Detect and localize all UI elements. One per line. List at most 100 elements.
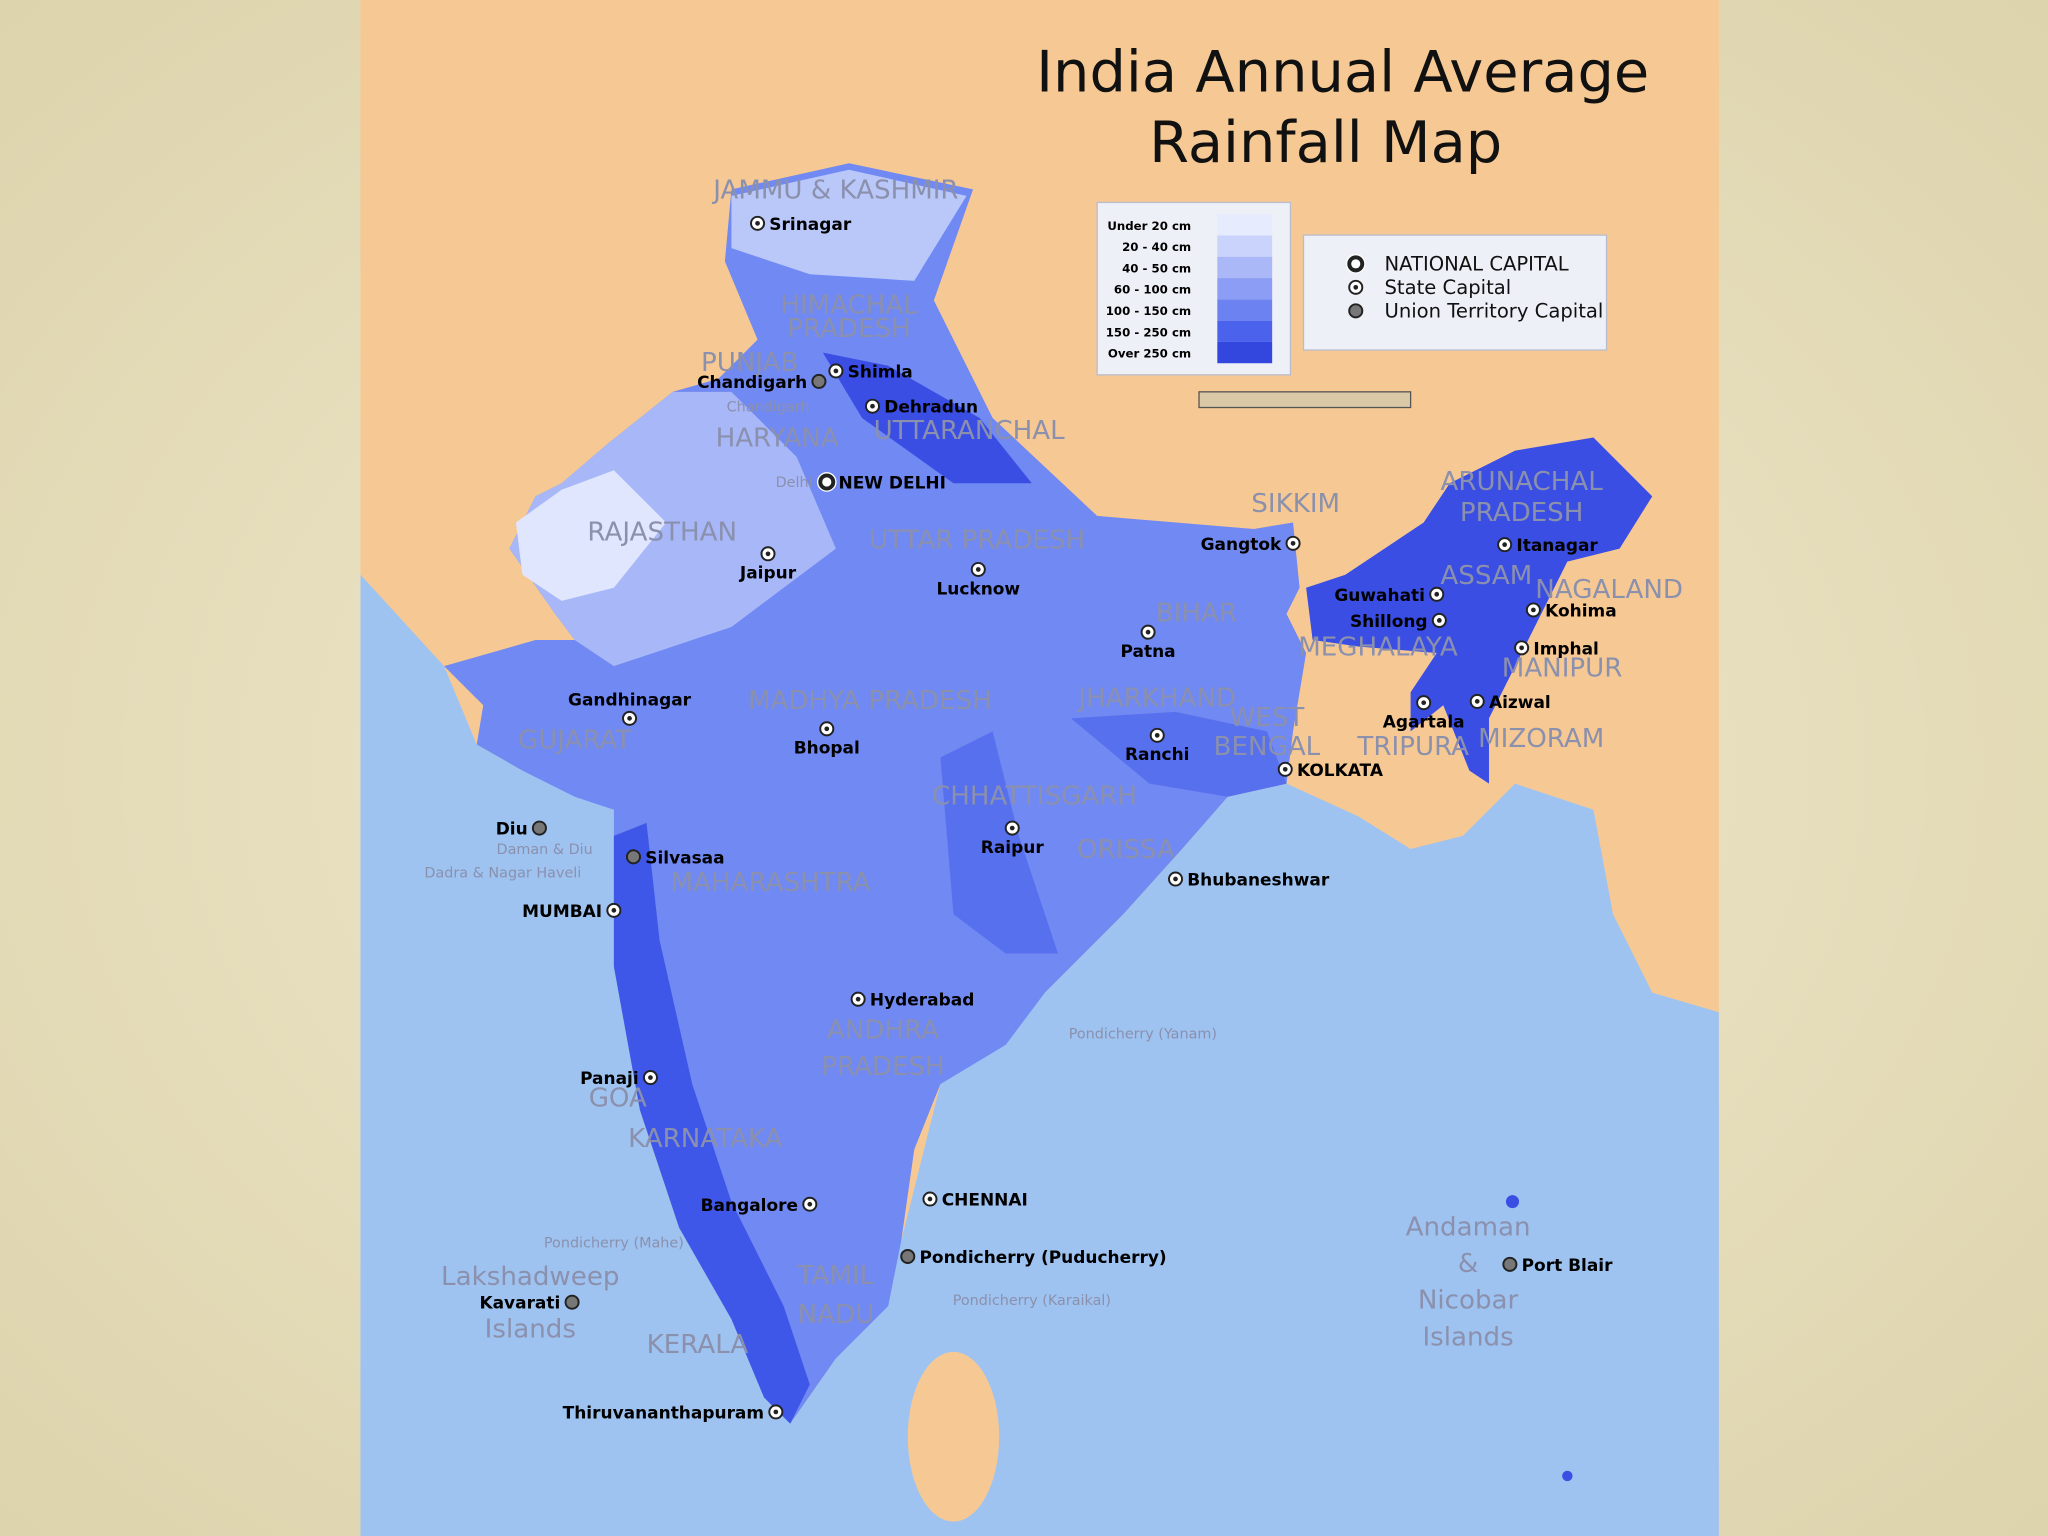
region-label: UTTARANCHAL [874, 416, 1066, 446]
region-label-line: ANDHRA [827, 1015, 939, 1045]
city-label: Bhubaneshwar [1187, 871, 1330, 891]
city-label: Bangalore [701, 1196, 798, 1216]
state-capital-symbol [975, 567, 981, 572]
legend-swatch [1217, 320, 1273, 342]
region-label: RAJASTHAN [587, 518, 737, 548]
ut-capital-symbol [811, 373, 827, 389]
legend-label: Under 20 cm [1107, 219, 1191, 233]
state-capital-symbol [1353, 284, 1359, 290]
region-label-line: Islands [1422, 1322, 1513, 1352]
region-label-line: Pondicherry (Yanam) [1069, 1026, 1217, 1042]
himalaya-wet [822, 352, 1032, 484]
city-label: Aizwal [1489, 693, 1551, 713]
region-label: Pondicherry (Mahe) [544, 1235, 684, 1251]
region-label-line: PRADESH [821, 1052, 945, 1082]
city-label: Shillong [1350, 612, 1428, 632]
state-capital-symbol [927, 1196, 933, 1202]
region-label: ARUNACHAL PRADESH [1440, 467, 1603, 528]
region-label-line: Lakshadweep [441, 1262, 619, 1292]
region-label: MANIPUR [1502, 654, 1623, 684]
rainfall-legend: Under 20 cm 20 - 40 cm 40 - 50 cm 60 - 100 … [1106, 214, 1273, 364]
national-capital-symbol [1351, 259, 1361, 269]
state-capital-symbol [611, 908, 617, 913]
city-label: Dehradun [884, 398, 978, 418]
city-label: Diu [496, 820, 528, 840]
region-label-line: Pondicherry (Mahe) [544, 1235, 684, 1251]
dry-zone [731, 169, 967, 281]
state-capital-symbol [824, 726, 830, 732]
city-label: Srinagar [769, 215, 852, 235]
sea [360, 574, 1719, 1536]
wet-zone [1071, 711, 1287, 797]
region-label: Chandigarh [727, 399, 810, 415]
scale-bar [1198, 391, 1412, 409]
legend-label: 60 - 100 cm [1114, 283, 1191, 297]
region-label: UTTAR PRADESH [869, 526, 1085, 556]
dry-zone [509, 391, 836, 667]
legend-label: 20 - 40 cm [1122, 240, 1191, 254]
region-label-line: Nicobar [1418, 1286, 1519, 1316]
region-label: KERALA [647, 1330, 749, 1360]
city-label: Lucknow [936, 579, 1020, 599]
region-label: Lakshadweep Islands [441, 1262, 619, 1344]
region-label: NAGALAND [1535, 575, 1683, 605]
region-label-line: & [1458, 1249, 1478, 1279]
legend-label: Union Territory Capital [1384, 299, 1603, 322]
region-label-line: JAMMU & KASHMIR [711, 176, 958, 206]
state-capital-symbol [1421, 700, 1427, 706]
region-label-line: MADHYA PRADESH [748, 686, 992, 716]
region-label-line: ORISSA [1077, 835, 1175, 865]
island [1562, 1470, 1573, 1482]
state-capital-symbol [1154, 732, 1160, 738]
legend-swatch [1217, 214, 1273, 236]
city-label: Jaipur [739, 564, 797, 584]
region-label-line: MEGHALAYA [1298, 633, 1458, 663]
ut-capital-symbol [625, 849, 641, 865]
region-label: ANDHRA PRADESH [821, 1015, 945, 1082]
region-label-line: KERALA [647, 1330, 749, 1360]
legend-swatch [1217, 341, 1273, 364]
region-label-line: Delhi [776, 475, 813, 491]
region-label-line: ARUNACHAL [1440, 467, 1603, 497]
region-label-line: PRADESH [787, 314, 911, 344]
city-label: MUMBAI [522, 902, 602, 922]
title-line: India Annual Average [1036, 38, 1649, 105]
city-label: Imphal [1533, 639, 1599, 659]
region-label: Daman & Diu [497, 842, 593, 858]
city-label: Silvasaa [645, 848, 724, 868]
city-label: Thiruvananthapuram [563, 1403, 764, 1423]
city-label: CHENNAI [942, 1191, 1028, 1211]
region-label: GOA [589, 1083, 647, 1113]
region-label: JHARKHAND [1076, 684, 1236, 714]
title: India Annual Average Rainfall Map [1036, 38, 1649, 176]
wet-zone [613, 822, 810, 1424]
scale-bar [1198, 391, 1412, 409]
city-label: Patna [1121, 642, 1176, 662]
region-label: JAMMU & KASHMIR [711, 176, 958, 206]
legend-label: 40 - 50 cm [1122, 261, 1191, 275]
ut-capital-symbol [531, 820, 547, 836]
region-label: MADHYA PRADESH [748, 686, 992, 716]
legend-label: State Capital [1384, 276, 1511, 299]
region-label-line: NAGALAND [1535, 575, 1683, 605]
legend-label: NATIONAL CAPITAL [1384, 252, 1568, 275]
city-label: Chandigarh [697, 373, 807, 393]
region-label: ORISSA [1077, 835, 1175, 865]
legend-swatch [1217, 299, 1273, 321]
sri-lanka [907, 1351, 1000, 1522]
ut-capital-symbol [900, 1248, 916, 1264]
region-label-line: RAJASTHAN [587, 518, 737, 548]
region-label: HARYANA [716, 424, 839, 454]
region-label: Pondicherry (Karaikal) [953, 1293, 1111, 1309]
region-label: Delhi [776, 475, 813, 491]
region-label-line: BENGAL [1214, 732, 1321, 762]
state-capital-symbol [1173, 876, 1178, 882]
region-label: MIZORAM [1478, 724, 1604, 754]
region-label-line: UTTARANCHAL [874, 416, 1066, 446]
city-label: Kohima [1545, 601, 1617, 621]
city-label: Shimla [848, 362, 913, 382]
region-label-line: TAMIL [797, 1261, 875, 1291]
